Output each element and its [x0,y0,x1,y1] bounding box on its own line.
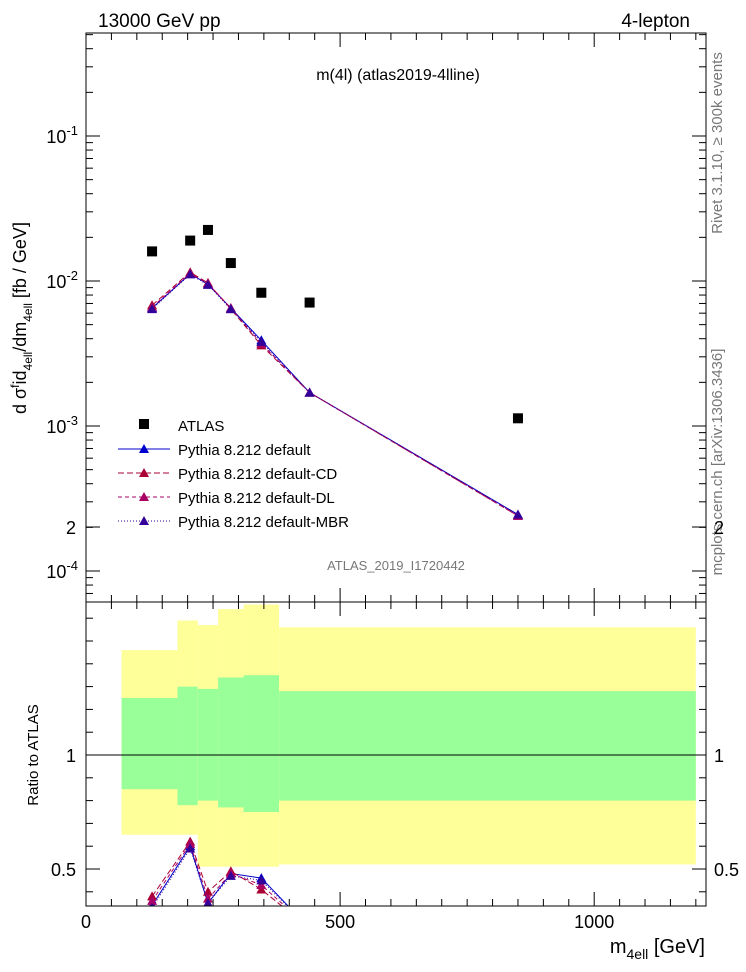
legend-entry: ATLAS [139,418,224,435]
data-point [512,509,523,519]
uncertainty-band-inner [279,691,696,801]
ratio-point [513,930,523,939]
legend-entry: Pythia 8.212 default-MBR [118,514,349,531]
ratio-point [185,838,196,848]
ratio-y-tick-label: 2 [66,518,76,538]
legend-label: Pythia 8.212 default-DL [178,490,335,507]
data-point [256,287,267,298]
legend-label: Pythia 8.212 default-CD [178,466,337,483]
y-tick-label: 10-3 [46,413,78,437]
data-point [147,304,158,314]
ratio-point [203,898,213,906]
uncertainty-band-inner [177,686,198,806]
ratio-y-tick-label-right: 0.5 [714,860,739,880]
ratio-point [513,930,523,939]
x-tick-label: 0 [81,912,91,932]
legend-label: Pythia 8.212 default-MBR [178,514,349,531]
ratio-point [150,902,154,906]
main-plot-panel: m(4l) (atlas2019-4lline) ATLAS_2019_I172… [46,32,707,603]
ratio-plot-frame [85,601,707,907]
ratio-y-tick-label-right: 1 [714,746,724,766]
legend-entry: Pythia 8.212 default-DL [118,490,335,507]
header-right-label: 4-lepton [621,11,690,32]
ratio-y-tick-label: 0.5 [51,860,76,880]
series-0 [147,224,523,424]
ratio-point [305,923,315,932]
data-point [225,258,236,269]
ratio-point [202,886,213,896]
series-4 [147,269,523,519]
uncertainty-band-inner [197,688,219,801]
x-tick-label: 500 [325,912,355,932]
ratio-point [305,923,315,932]
ratio-y-tick-label-right: 2 [714,518,724,538]
legend-marker [139,516,149,525]
ratio-y-axis-label: Ratio to ATLAS [25,704,42,805]
mcplots-label: mcplots.cern.ch [arXiv:1306.3436] [709,349,726,576]
analysis-label: ATLAS_2019_I1720442 [327,558,465,573]
data-point [512,413,523,424]
data-point [202,224,213,235]
ratio-point [256,884,267,894]
ratio-point [305,923,315,932]
ratio-point [225,870,236,880]
ratio-plot-panel: 0.5 0.5 1 1 2 2 0 500 1000 [51,518,739,939]
legend: ATLAS Pythia 8.212 default Pythia 8.212 de… [118,418,349,531]
legend-marker [139,468,149,477]
y-tick-label: 10-2 [46,268,78,292]
legend-label: ATLAS [178,418,224,435]
main-plot-title: m(4l) (atlas2019-4lline) [316,67,480,84]
data-point [202,279,213,289]
ratio-point [513,928,523,937]
ratio-point [147,891,158,901]
ratio-point [256,875,267,885]
data-point [304,297,315,308]
legend-entry: Pythia 8.212 default-CD [118,466,337,483]
ratio-point [256,879,267,889]
legend-marker [139,444,149,453]
ratio-point [305,923,315,932]
ratio-point [202,893,213,903]
header-left-label: 13000 GeV pp [98,11,221,32]
legend-marker [139,492,149,501]
data-point [147,246,158,257]
data-point [304,387,315,397]
ratio-point [513,928,523,937]
rivet-version-label: Rivet 3.1.10, ≥ 300k events [709,52,726,234]
y-tick-label: 10-1 [46,123,78,147]
uncertainty-band-inner [121,698,178,790]
data-point [185,269,196,279]
legend-entry: Pythia 8.212 default [118,442,311,459]
uncertainty-band-inner [218,677,244,808]
legend-marker [139,419,149,429]
data-point [256,336,267,346]
ratio-point [147,895,158,905]
ratio-y-tick-label: 1 [66,746,76,766]
uncertainty-band-inner [243,675,280,812]
y-tick-label: 10-4 [46,558,78,582]
data-point [185,235,196,246]
data-point [225,304,236,314]
x-axis-label: m4ell [GeV] [610,936,705,962]
ratio-series-3 [150,843,523,937]
legend-label: Pythia 8.212 default [178,442,311,459]
main-y-axis-label: d σfid4ell/dm4ell [fb / GeV] [8,222,35,414]
x-tick-label: 1000 [574,912,614,932]
ratio-point [185,843,196,853]
